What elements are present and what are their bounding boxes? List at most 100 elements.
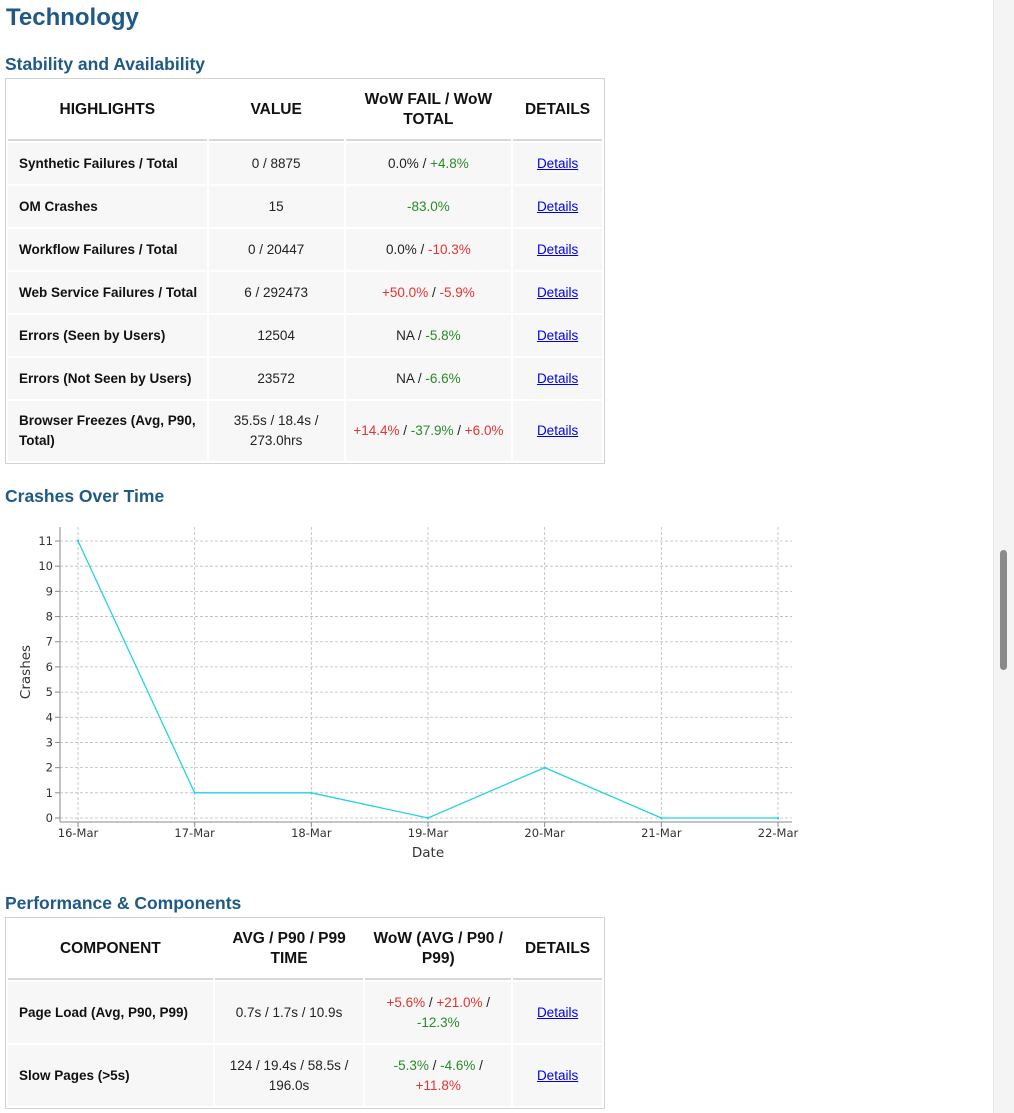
details-link[interactable]: Details bbox=[536, 370, 579, 386]
x-tick-label: 20-Mar bbox=[524, 826, 565, 840]
y-tick-label: 2 bbox=[46, 761, 53, 775]
y-tick-label: 6 bbox=[46, 660, 53, 674]
row-label: Browser Freezes (Avg, P90, Total) bbox=[8, 401, 207, 461]
wow-part: -5.3% bbox=[393, 1057, 429, 1073]
details-link[interactable]: Details bbox=[536, 327, 579, 343]
y-tick-label: 10 bbox=[38, 559, 53, 573]
wow-part: +11.8% bbox=[415, 1077, 461, 1093]
crashes-heading: Crashes Over Time bbox=[5, 486, 165, 506]
stability-heading: Stability and Availability bbox=[5, 54, 206, 74]
wow-part: 0.0% bbox=[388, 155, 419, 171]
row-value: 12504 bbox=[208, 315, 344, 356]
row-value: 0 / 20447 bbox=[208, 229, 344, 270]
table-row: Errors (Seen by Users) 12504 NA / -5.8% Det… bbox=[8, 315, 602, 356]
crashes-data-point bbox=[193, 791, 196, 795]
table-row: Errors (Not Seen by Users) 23572 NA / -6.6… bbox=[8, 358, 602, 399]
table-row: Browser Freezes (Avg, P90, Total) 35.5s /… bbox=[8, 401, 602, 461]
page-title: Technology bbox=[6, 4, 139, 31]
row-wow: 0.0% / -10.3% bbox=[345, 229, 512, 270]
table-row: Slow Pages (>5s) 124 / 19.4s / 58.5s / 19… bbox=[8, 1045, 602, 1106]
table-row: OM Crashes 15 -83.0% Details bbox=[8, 186, 602, 227]
row-value: 124 / 19.4s / 58.5s / 196.0s bbox=[214, 1045, 364, 1106]
x-tick-label: 16-Mar bbox=[58, 826, 99, 840]
row-wow: +50.0% / -5.9% bbox=[345, 272, 512, 313]
wow-part: / bbox=[414, 327, 426, 343]
crashes-data-point bbox=[776, 816, 780, 820]
wow-part: / bbox=[399, 423, 411, 438]
wow-part: +21.0% bbox=[436, 994, 483, 1010]
row-details-cell: Details bbox=[513, 315, 602, 356]
row-details-cell: Details bbox=[513, 1045, 602, 1106]
col-wow: WoW FAIL / WoW TOTAL bbox=[345, 81, 512, 141]
table-row: Web Service Failures / Total 6 / 292473 +5… bbox=[8, 272, 602, 313]
y-tick-label: 7 bbox=[46, 635, 53, 649]
details-link[interactable]: Details bbox=[536, 1004, 579, 1020]
col-value: VALUE bbox=[208, 81, 344, 141]
row-wow: +14.4% / -37.9% / +6.0% bbox=[345, 401, 512, 461]
crashes-data-point bbox=[310, 791, 313, 795]
wow-part: NA bbox=[396, 370, 415, 386]
row-label: Errors (Not Seen by Users) bbox=[8, 358, 207, 399]
wow-part: -6.6% bbox=[425, 370, 461, 386]
y-tick-label: 9 bbox=[46, 584, 53, 598]
details-link[interactable]: Details bbox=[536, 423, 579, 438]
row-label: Slow Pages (>5s) bbox=[8, 1045, 213, 1106]
wow-part: -5.9% bbox=[439, 284, 475, 300]
wow-part: +50.0% bbox=[382, 284, 429, 300]
col-time: AVG / P90 / P99 TIME bbox=[214, 920, 364, 980]
stability-table: HIGHLIGHTS VALUE WoW FAIL / WoW TOTAL DE… bbox=[5, 78, 605, 464]
row-label: Workflow Failures / Total bbox=[8, 229, 207, 270]
row-value: 6 / 292473 bbox=[208, 272, 344, 313]
details-link[interactable]: Details bbox=[536, 284, 579, 300]
details-link[interactable]: Details bbox=[536, 155, 579, 171]
crashes-data-point bbox=[426, 816, 430, 820]
row-details-cell: Details bbox=[513, 186, 602, 227]
scrollbar-thumb[interactable] bbox=[1000, 550, 1007, 670]
wow-part: -5.8% bbox=[425, 327, 461, 343]
wow-part: +5.6% bbox=[386, 994, 426, 1010]
wow-part: -10.3% bbox=[428, 241, 471, 257]
row-label: Synthetic Failures / Total bbox=[8, 143, 207, 184]
x-tick-label: 22-Mar bbox=[758, 826, 799, 840]
x-axis-label: Date bbox=[412, 845, 444, 861]
wow-part: / bbox=[453, 423, 465, 438]
crashes-data-point bbox=[76, 539, 80, 543]
wow-part: 0.0% bbox=[385, 241, 417, 257]
row-value: 23572 bbox=[208, 358, 344, 399]
row-wow: NA / -5.8% bbox=[345, 315, 512, 356]
row-wow: +5.6% / +21.0% / -12.3% bbox=[365, 982, 512, 1043]
wow-part: -37.9% bbox=[410, 423, 454, 438]
wow-part: +14.4% bbox=[353, 423, 400, 438]
row-wow: -83.0% bbox=[345, 186, 512, 227]
row-details-cell: Details bbox=[513, 982, 602, 1043]
crashes-data-point bbox=[543, 766, 546, 769]
wow-part: / bbox=[416, 241, 429, 257]
y-tick-label: 11 bbox=[38, 534, 53, 548]
performance-heading: Performance & Components bbox=[5, 893, 242, 913]
row-details-cell: Details bbox=[513, 143, 602, 184]
wow-part: +4.8% bbox=[430, 155, 469, 171]
col-highlights: HIGHLIGHTS bbox=[8, 81, 207, 141]
col-wow: WoW (AVG / P90 / P99) bbox=[365, 920, 512, 980]
wow-part: -12.3% bbox=[416, 1014, 460, 1030]
wow-part: / bbox=[418, 155, 431, 171]
wow-part: / bbox=[428, 284, 440, 300]
row-details-cell: Details bbox=[513, 272, 602, 313]
y-tick-label: 1 bbox=[46, 786, 53, 800]
vertical-scrollbar[interactable] bbox=[993, 0, 1014, 1113]
details-link[interactable]: Details bbox=[536, 241, 579, 257]
y-tick-label: 0 bbox=[46, 811, 53, 825]
details-link[interactable]: Details bbox=[536, 198, 579, 214]
row-details-cell: Details bbox=[513, 358, 602, 399]
x-tick-label: 21-Mar bbox=[641, 826, 682, 840]
row-details-cell: Details bbox=[513, 401, 602, 461]
row-wow: NA / -6.6% bbox=[345, 358, 512, 399]
wow-part: +6.0% bbox=[464, 423, 504, 438]
crashes-data-point bbox=[660, 816, 663, 820]
col-details: DETAILS bbox=[513, 81, 602, 141]
wow-part: / bbox=[428, 1057, 441, 1073]
row-label: Errors (Seen by Users) bbox=[8, 315, 207, 356]
details-link[interactable]: Details bbox=[536, 1067, 579, 1083]
row-wow: -5.3% / -4.6% / +11.8% bbox=[365, 1045, 512, 1106]
